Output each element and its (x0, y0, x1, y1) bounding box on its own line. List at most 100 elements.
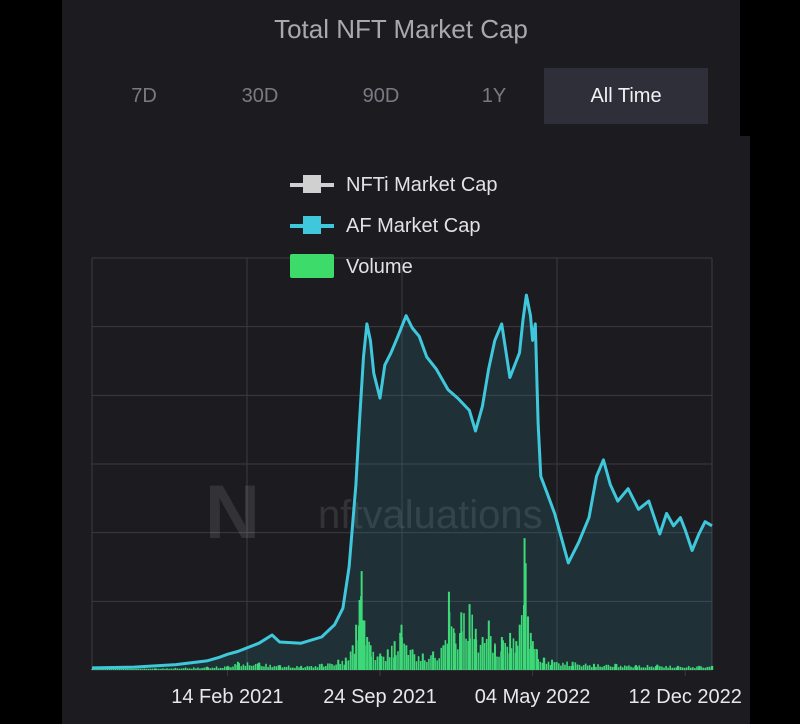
volume-bar (118, 668, 121, 670)
volume-peak-bar (460, 612, 463, 670)
volume-bar (654, 666, 657, 670)
volume-bar (566, 661, 568, 670)
volume-bar (341, 660, 344, 670)
volume-bar (446, 643, 449, 670)
volume-bar (541, 662, 544, 670)
volume-peak-bar (360, 571, 363, 670)
volume-bar (151, 668, 154, 670)
volume-bar (409, 649, 412, 670)
volume-peak-bar (300, 665, 303, 670)
tab-30d[interactable]: 30D (241, 85, 279, 107)
volume-bar (104, 668, 106, 670)
tab-1y[interactable]: 1Y (481, 85, 507, 107)
volume-bar (384, 661, 387, 670)
volume-bar (98, 668, 100, 670)
volume-bar (374, 660, 377, 670)
volume-bar (582, 665, 585, 670)
volume-bar (426, 661, 428, 670)
volume-bar (636, 666, 638, 670)
legend-af-marker-icon (303, 216, 321, 234)
volume-bar (271, 667, 274, 670)
volume-bar (485, 638, 488, 670)
volume-bar (322, 666, 325, 670)
volume-bar (525, 563, 527, 670)
legend-item-volume[interactable]: Volume (288, 252, 498, 293)
volume-peak-bar (523, 538, 526, 670)
volume-peak-bar (551, 659, 554, 670)
legend-volume-swatch-icon (290, 254, 334, 278)
volume-bar (603, 665, 605, 670)
volume-bar (702, 667, 704, 670)
volume-bar (314, 666, 317, 670)
volume-bar (219, 667, 222, 670)
volume-bar (256, 663, 259, 670)
x-axis-ticks: 14 Feb 2021 24 Sep 2021 04 May 2022 12 Dec … (171, 670, 742, 708)
volume-bar (201, 668, 203, 670)
volume-peak-bar (351, 645, 354, 670)
volume-bar (246, 662, 249, 670)
volume-bar (287, 665, 290, 670)
volume-bar (199, 668, 201, 670)
volume-bar (160, 668, 162, 670)
volume-bar (454, 643, 457, 670)
volume-bar (617, 667, 620, 670)
volume-bar (547, 661, 550, 670)
tab-90d[interactable]: 90D (362, 85, 400, 107)
volume-bar (116, 668, 119, 670)
volume-bar (186, 668, 189, 670)
volume-bar (170, 668, 172, 670)
volume-bar (269, 664, 271, 670)
volume-bar (549, 664, 552, 670)
volume-bar (120, 668, 123, 670)
volume-peak-bar (531, 641, 534, 670)
volume-bar (139, 668, 142, 670)
volume-bar (609, 666, 612, 670)
volume-bar (353, 653, 356, 670)
volume-peak-bar (468, 604, 471, 670)
volume-bar (496, 656, 498, 670)
volume-peak-bar (509, 632, 512, 670)
volume-bar (558, 663, 560, 670)
volume-bar (221, 667, 224, 670)
volume-peak-bar (337, 659, 340, 670)
volume-peak-bar (474, 628, 477, 670)
volume-bar (621, 667, 624, 670)
volume-bar (238, 663, 241, 670)
volume-bar (553, 662, 556, 670)
volume-bar (438, 658, 441, 670)
volume-bar (131, 668, 133, 670)
volume-series (91, 538, 714, 670)
volume-bar (597, 664, 599, 670)
volume-bar (601, 666, 603, 670)
volume-bar (397, 651, 399, 670)
volume-bar (683, 667, 686, 670)
volume-bar (595, 666, 597, 670)
volume-peak-bar (518, 624, 521, 670)
tab-7d[interactable]: 7D (131, 85, 157, 107)
volume-bar (650, 666, 653, 670)
volume-bar (607, 664, 610, 670)
volume-bar (669, 665, 671, 670)
volume-bar (285, 666, 288, 670)
volume-bar (316, 667, 319, 670)
volume-bar (143, 668, 146, 670)
volume-bar (694, 668, 696, 670)
volume-bar (149, 668, 152, 670)
legend-item-af[interactable]: AF Market Cap (288, 211, 498, 252)
volume-bar (564, 664, 566, 670)
legend-item-nfti[interactable]: NFTi Market Cap (288, 170, 498, 211)
x-tick-label: 04 May 2022 (475, 686, 591, 708)
volume-bar (615, 663, 618, 670)
volume-bar (506, 646, 509, 670)
volume-bar (399, 632, 401, 670)
volume-bar (137, 668, 139, 670)
volume-peak-bar (542, 657, 545, 670)
volume-peak-bar (369, 645, 372, 670)
volume-peak-bar (393, 641, 396, 670)
volume-bar (122, 668, 125, 670)
volume-bar (388, 657, 391, 670)
volume-peak-bar (711, 665, 714, 670)
tab-all-time[interactable]: All Time (544, 68, 708, 124)
volume-bar (176, 668, 179, 670)
volume-bar (372, 651, 375, 670)
